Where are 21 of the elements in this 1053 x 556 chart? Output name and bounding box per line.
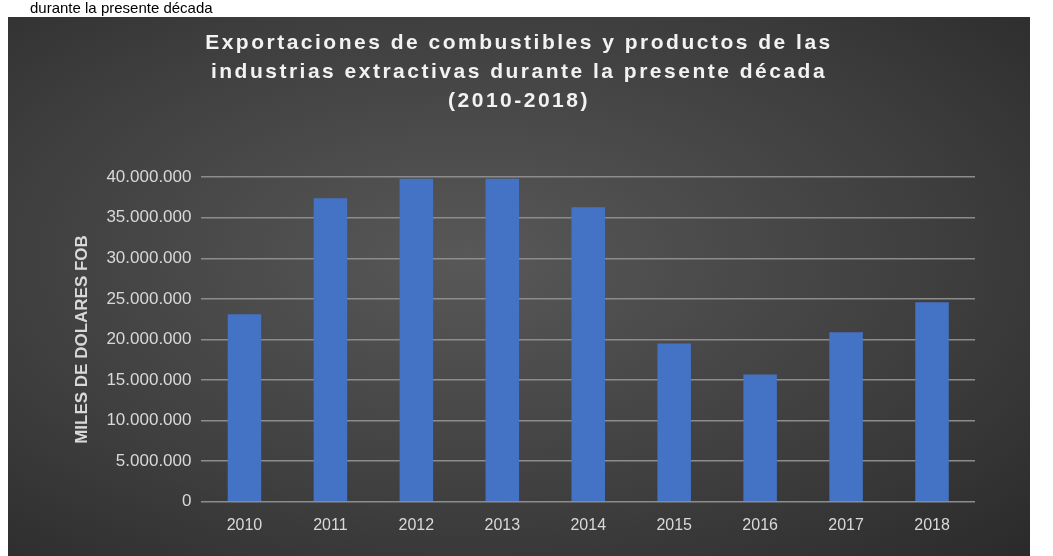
y-tick-label: 0 [182, 491, 192, 511]
y-tick-label: 25.000.000 [106, 288, 192, 308]
x-tick-label: 2015 [656, 515, 693, 533]
x-tick-label: 2014 [570, 515, 607, 533]
y-tick-label: 5.000.000 [115, 450, 192, 470]
x-tick-label: 2011 [313, 515, 348, 533]
y-tick-label: 15.000.000 [106, 369, 192, 389]
chart-title: Exportaciones de combustibles y productos de las industrias extractivas durante la presente década (2010-2018) [204, 29, 834, 113]
x-tick-label: 2013 [484, 515, 521, 533]
x-tick-label: 2012 [398, 515, 435, 533]
x-tick-label: 2016 [742, 515, 779, 533]
y-tick-label: 20.000.000 [106, 329, 192, 349]
y-tick-label: 40.000.000 [106, 166, 192, 186]
x-tick-label: 2017 [828, 515, 864, 533]
x-tick-label: 2018 [914, 515, 950, 533]
y-tick-label: 10.000.000 [106, 410, 192, 430]
text: durante la presente década [30, 0, 213, 16]
y-tick-label: 30.000.000 [106, 248, 192, 268]
y-tick-label: 35.000.000 [106, 207, 192, 227]
x-tick-label: 2010 [226, 515, 263, 533]
y-axis-title: MILES DE DOLARES FOB [71, 235, 91, 444]
